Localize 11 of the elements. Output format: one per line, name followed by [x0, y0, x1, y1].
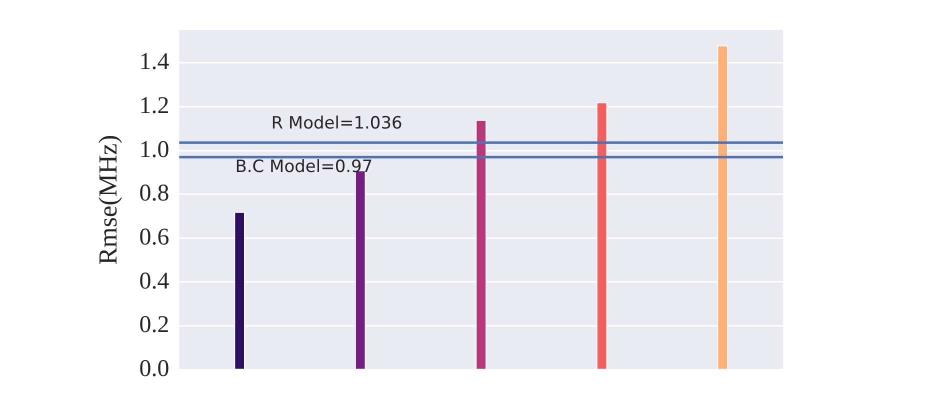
y-tick-label: 1.2 [139, 92, 170, 119]
y-tick-label: 0.6 [139, 224, 170, 250]
ref-line-label: B.C Model=0.97 [235, 157, 373, 177]
y-tick-label: 0.4 [139, 268, 170, 294]
y-tick-label: 0.2 [139, 312, 170, 338]
y-axis-title: Rmse(MHz) [93, 134, 122, 265]
y-tick-label: 1.0 [139, 136, 170, 163]
ref-line-label: R Model=1.036 [271, 114, 402, 134]
y-tick-label: 0.0 [139, 356, 170, 382]
y-tick-label: 0.8 [139, 180, 170, 207]
y-tick-label: 1.4 [139, 49, 170, 76]
